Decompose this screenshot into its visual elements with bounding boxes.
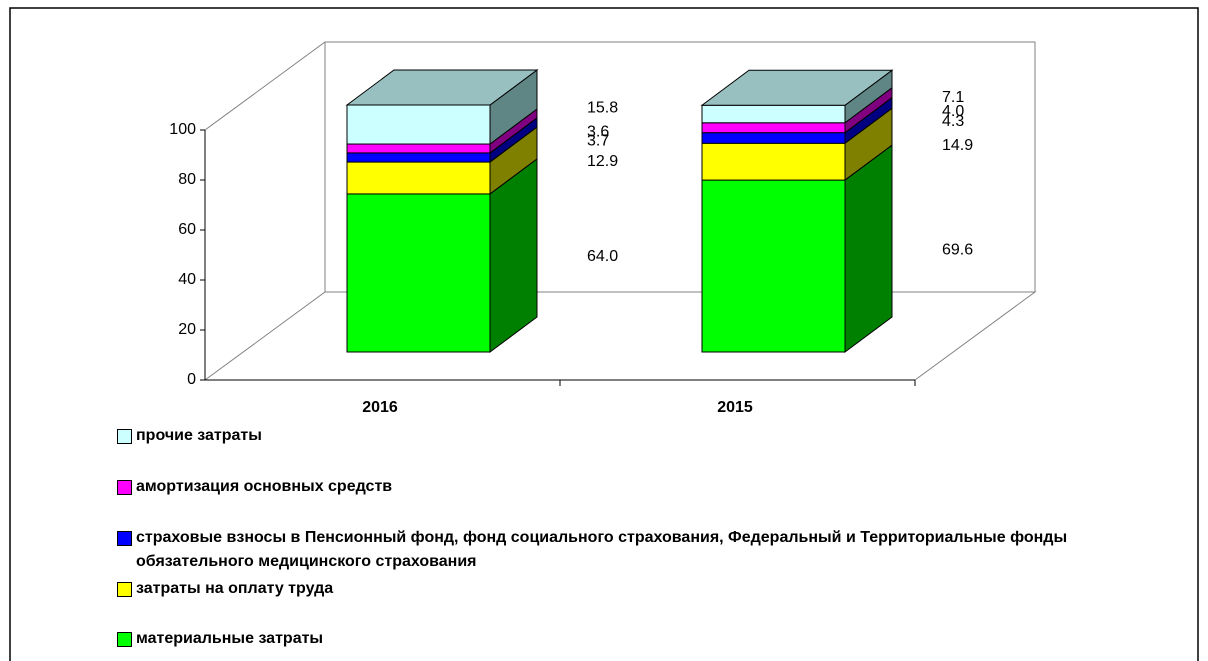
- legend-label: материальные затраты: [136, 630, 324, 647]
- legend-swatch: [117, 429, 132, 444]
- legend-swatch: [117, 480, 132, 495]
- value-label: 12.9: [587, 153, 618, 170]
- bar-front: [346, 104, 491, 145]
- legend-swatch: [117, 531, 132, 546]
- floor-edge: [204, 291, 1037, 381]
- y-tick-label: 100: [169, 121, 196, 138]
- bar-front: [346, 152, 491, 163]
- bar-front: [346, 161, 491, 195]
- legend-swatch: [117, 582, 132, 597]
- bar-front: [346, 193, 491, 353]
- y-tick-label: 20: [178, 321, 196, 338]
- bar-top: [345, 69, 539, 106]
- wall-edge: [204, 41, 1036, 292]
- x-tick-label: 2016: [362, 399, 398, 416]
- bar-front: [346, 143, 491, 154]
- bar-front: [701, 142, 846, 181]
- value-label: 3.7: [587, 133, 609, 150]
- y-tick-label: 60: [178, 221, 196, 238]
- bar-front: [701, 104, 846, 124]
- bar-side: [844, 144, 893, 353]
- legend-label: амортизация основных средств: [136, 478, 393, 495]
- value-label: 64.0: [587, 248, 618, 265]
- axes: [204, 130, 916, 386]
- legend-item: амортизация основных средств: [117, 475, 1177, 499]
- legend-item: прочие затраты: [117, 424, 1177, 448]
- value-label: 3.6: [587, 124, 609, 141]
- x-tick-label: 2015: [717, 399, 753, 416]
- legend-label: страховые взносы в Пенсионный фонд, фонд…: [136, 529, 1068, 570]
- bar-top: [700, 69, 894, 106]
- legend-label: прочие затраты: [136, 427, 262, 444]
- y-tick-label: 0: [187, 371, 196, 388]
- value-label: 7.1: [942, 89, 964, 106]
- bar-front: [701, 132, 846, 144]
- value-label: 15.8: [587, 100, 618, 117]
- value-label: 69.6: [942, 241, 973, 258]
- bar-front: [701, 179, 846, 353]
- value-label: 14.9: [942, 137, 973, 154]
- y-tick-label: 80: [178, 171, 196, 188]
- value-label: 4.0: [942, 103, 964, 120]
- y-tick-label: 40: [178, 271, 196, 288]
- value-label: 4.3: [942, 113, 964, 130]
- legend-label: затраты на оплату труда: [136, 580, 334, 597]
- legend-item: материальные затраты: [117, 627, 1177, 651]
- bar-front: [701, 122, 846, 134]
- legend-item: страховые взносы в Пенсионный фонд, фонд…: [117, 526, 1177, 574]
- walls: [204, 41, 1037, 381]
- legend-item: затраты на оплату труда: [117, 577, 1177, 601]
- legend: прочие затраты амортизация основных средс…: [117, 424, 1177, 651]
- legend-swatch: [117, 632, 132, 647]
- frame: [9, 7, 1199, 661]
